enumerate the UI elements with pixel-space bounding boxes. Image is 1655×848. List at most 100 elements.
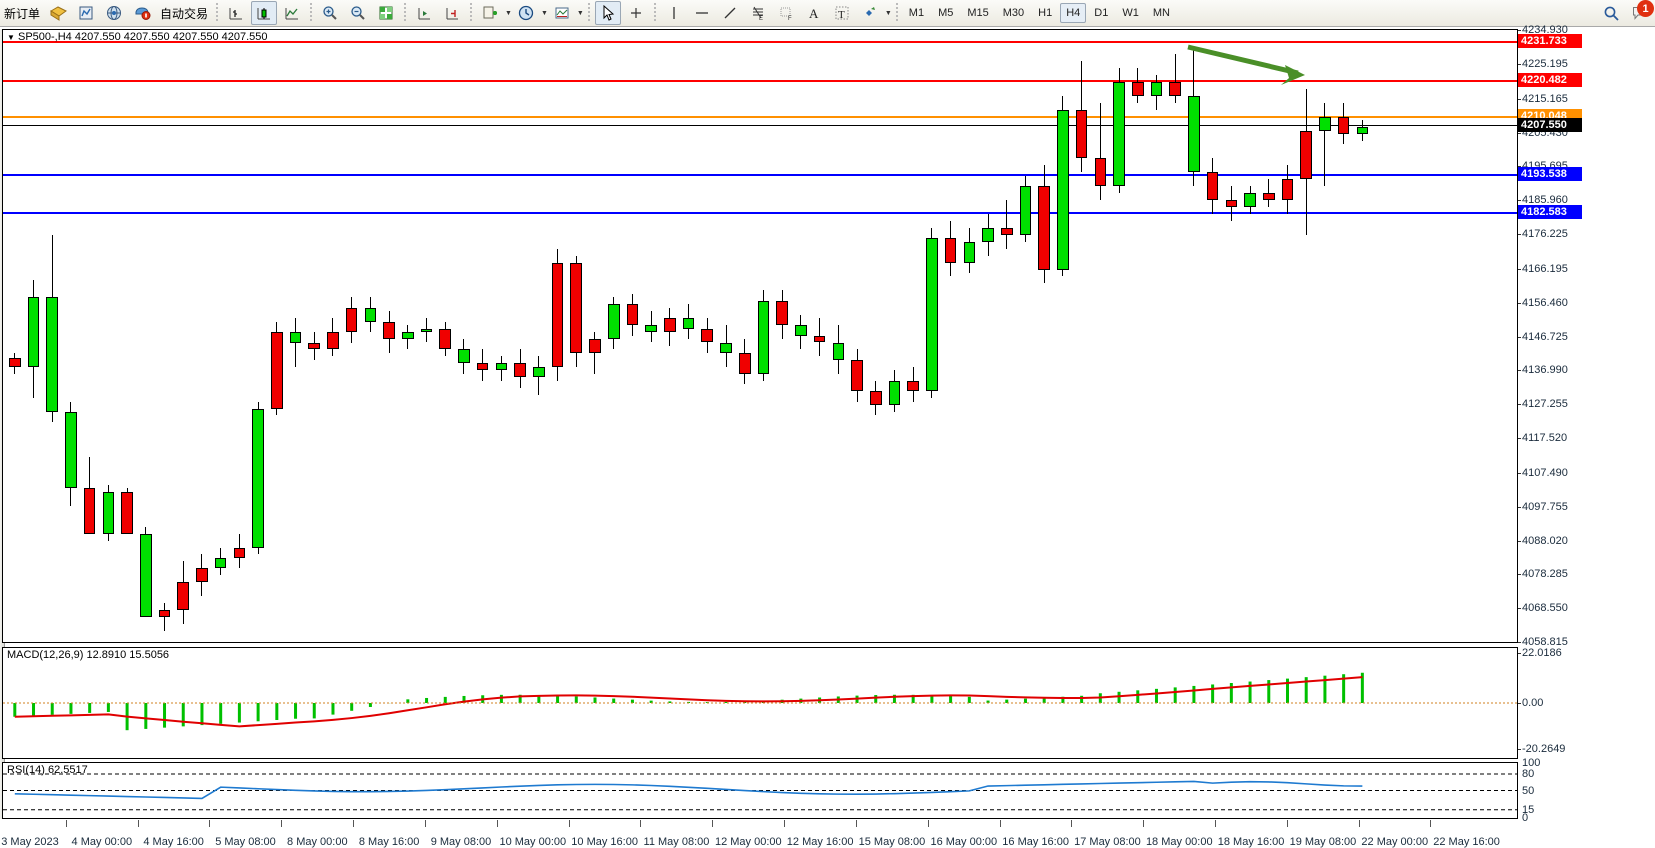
candle-body: [233, 547, 246, 558]
equidistant-icon[interactable]: F: [773, 1, 799, 25]
timeframe-mn[interactable]: MN: [1152, 7, 1170, 19]
timeframe-d1[interactable]: D1: [1094, 7, 1109, 19]
globe-icon[interactable]: [101, 1, 127, 25]
candle: [364, 30, 377, 642]
line-chart-icon[interactable]: [279, 1, 305, 25]
time-tick: [353, 820, 355, 827]
macd-pane[interactable]: MACD(12,26,9) 12.8910 15.5056: [2, 647, 1519, 759]
time-tick: [1286, 820, 1288, 827]
templates-icon[interactable]: [549, 1, 575, 25]
templates-dropdown-icon[interactable]: ▼: [576, 9, 584, 17]
candle-body: [701, 328, 714, 343]
search-icon[interactable]: [1598, 1, 1624, 25]
period-icon[interactable]: [513, 1, 539, 25]
bar-chart-icon[interactable]: [223, 1, 249, 25]
price-label-resistance[interactable]: 4220.482: [1518, 73, 1582, 88]
timeframe-m5[interactable]: M5: [938, 7, 954, 19]
time-label: 10 May 00:00: [499, 836, 567, 848]
timeframe-m1[interactable]: M1: [908, 7, 925, 19]
period-dropdown-icon[interactable]: ▼: [540, 9, 548, 17]
timeframe-h1[interactable]: H1: [1038, 7, 1053, 19]
candle-body: [1131, 81, 1144, 96]
candle: [65, 30, 77, 642]
price-tick: 4078.285: [1518, 568, 1568, 581]
shift-start-icon[interactable]: [411, 1, 437, 25]
candle-body: [907, 380, 919, 392]
price-line-resistance[interactable]: [3, 80, 1517, 83]
text-icon[interactable]: A: [801, 1, 827, 25]
terminal-icon[interactable]: [73, 1, 99, 25]
cursor-icon[interactable]: [594, 1, 621, 25]
new-order-button[interactable]: 新订单: [4, 6, 41, 21]
candle: [420, 30, 433, 642]
candle-chart-icon[interactable]: [251, 1, 278, 25]
toolbar-separator-3: [404, 3, 407, 23]
collapse-arrow-icon[interactable]: ▼: [7, 33, 15, 42]
candle-body: [645, 325, 657, 333]
time-tick: [1143, 820, 1145, 827]
trendline-icon[interactable]: [717, 1, 743, 25]
timeframe-w1[interactable]: W1: [1122, 7, 1139, 19]
label-icon[interactable]: T: [829, 1, 855, 25]
price-label-last-price[interactable]: 4207.550: [1518, 118, 1582, 133]
svg-text:E: E: [759, 16, 763, 21]
candle-body: [289, 332, 302, 343]
zoom-out-icon[interactable]: [345, 1, 371, 25]
price-scale[interactable]: 4234.9304225.1954215.1654205.4304195.695…: [1517, 24, 1655, 831]
candle: [607, 30, 620, 642]
candle-body: [1188, 95, 1200, 173]
price-line-pivot[interactable]: [3, 116, 1517, 119]
price-line-support[interactable]: [3, 173, 1517, 176]
candle-body: [832, 342, 845, 360]
price-line-resistance[interactable]: [3, 41, 1517, 44]
autotrade-button[interactable]: 自动交易: [160, 6, 209, 21]
crosshair-icon[interactable]: [623, 1, 649, 25]
candle-body: [738, 352, 751, 374]
book-icon[interactable]: [45, 1, 71, 25]
hline-icon[interactable]: [689, 1, 715, 25]
time-tick: [1358, 820, 1360, 827]
price-line-support[interactable]: [3, 211, 1517, 214]
candle: [1000, 30, 1013, 642]
timeframe-m30[interactable]: M30: [1002, 7, 1025, 19]
candle-body: [1356, 127, 1369, 134]
candle-body: [121, 491, 133, 534]
chart-frame[interactable]: ▼ SP500-,H4 4207.550 4207.550 4207.550 4…: [0, 24, 1655, 848]
candle-body: [1000, 227, 1013, 235]
time-label: 11 May 08:00: [643, 836, 710, 848]
timeframe-m15[interactable]: M15: [967, 7, 989, 19]
shift-end-icon[interactable]: [439, 1, 465, 25]
candle: [1319, 30, 1331, 642]
add-indicator-dropdown-icon[interactable]: ▼: [505, 9, 512, 17]
time-label: 19 May 08:00: [1289, 836, 1357, 848]
toolbar-separator-1: [216, 3, 219, 23]
candle: [327, 30, 339, 642]
fibo-icon[interactable]: E: [745, 1, 771, 25]
vline-icon[interactable]: [661, 1, 687, 25]
add-indicator-icon[interactable]: [477, 1, 503, 25]
candle: [402, 30, 414, 642]
shapes-dropdown-icon[interactable]: ▼: [884, 9, 892, 17]
price-label-support[interactable]: 4193.538: [1518, 166, 1582, 181]
rsi-tick: 0: [1522, 812, 1529, 824]
price-pane[interactable]: ▼ SP500-,H4 4207.550 4207.550 4207.550 4…: [2, 29, 1518, 643]
candle-body: [1300, 130, 1312, 180]
autotrade-icon[interactable]: [129, 1, 155, 25]
time-label: 12 May 00:00: [714, 836, 782, 848]
grid-icon[interactable]: [373, 1, 399, 25]
candle-body: [533, 366, 545, 378]
timeframe-h4[interactable]: H4: [1060, 3, 1087, 23]
candle: [926, 30, 938, 642]
alert-icon[interactable]: 1: [1626, 0, 1654, 25]
time-label: 17 May 08:00: [1074, 836, 1141, 848]
price-label-support[interactable]: 4182.583: [1518, 204, 1582, 219]
shapes-icon[interactable]: [857, 1, 883, 25]
candle-body: [888, 380, 901, 406]
zoom-in-icon[interactable]: [317, 1, 343, 25]
rsi-pane[interactable]: RSI(14) 62.5517: [2, 762, 1519, 819]
candle-body: [46, 297, 59, 412]
price-line-last-price[interactable]: [3, 125, 1517, 127]
price-label-resistance[interactable]: 4231.733: [1518, 34, 1582, 49]
candle-wick: [1174, 54, 1176, 103]
candle-body: [720, 342, 732, 353]
